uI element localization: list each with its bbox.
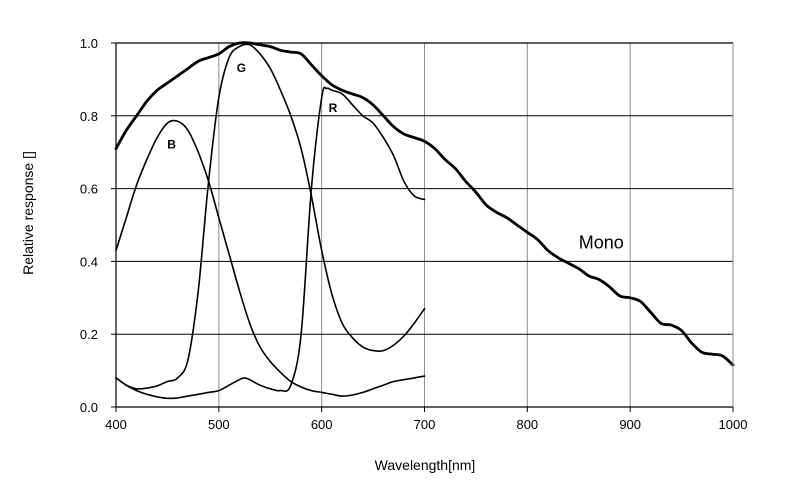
x-tick-label: 1000 [719, 417, 748, 432]
series-label-g: G [237, 61, 246, 75]
x-tick-label: 700 [414, 417, 436, 432]
series-label-r: R [329, 101, 338, 115]
y-tick-label: 0.6 [80, 182, 98, 197]
y-tick-label: 0.0 [80, 400, 98, 415]
annotations: B G R Mono [167, 61, 624, 253]
series-line-mono [114, 41, 735, 367]
x-tick-label: 900 [619, 417, 641, 432]
y-tick-label: 1.0 [80, 36, 98, 51]
axes [111, 42, 734, 412]
x-tick-label: 600 [311, 417, 333, 432]
y-tick-label: 0.2 [80, 327, 98, 342]
x-tick-label: 800 [516, 417, 538, 432]
y-tick-label: 0.4 [80, 254, 98, 269]
series-line-g [115, 43, 426, 390]
series-label-mono: Mono [579, 233, 624, 253]
x-axis-title: Wavelength[nm] [375, 457, 476, 473]
series-line-b [115, 119, 426, 397]
series-line-r [115, 86, 426, 400]
y-tick-label: 0.8 [80, 109, 98, 124]
tick-labels: 400 500 600 700 800 900 1000 0.0 0.2 0.4 0.6 0.8 1.0 [80, 36, 748, 432]
grid [116, 43, 733, 407]
series-label-b: B [167, 138, 176, 152]
y-axis-title: Relative response [] [20, 151, 36, 275]
x-tick-label: 500 [208, 417, 230, 432]
series-lines [114, 41, 735, 400]
x-tick-label: 400 [105, 417, 127, 432]
